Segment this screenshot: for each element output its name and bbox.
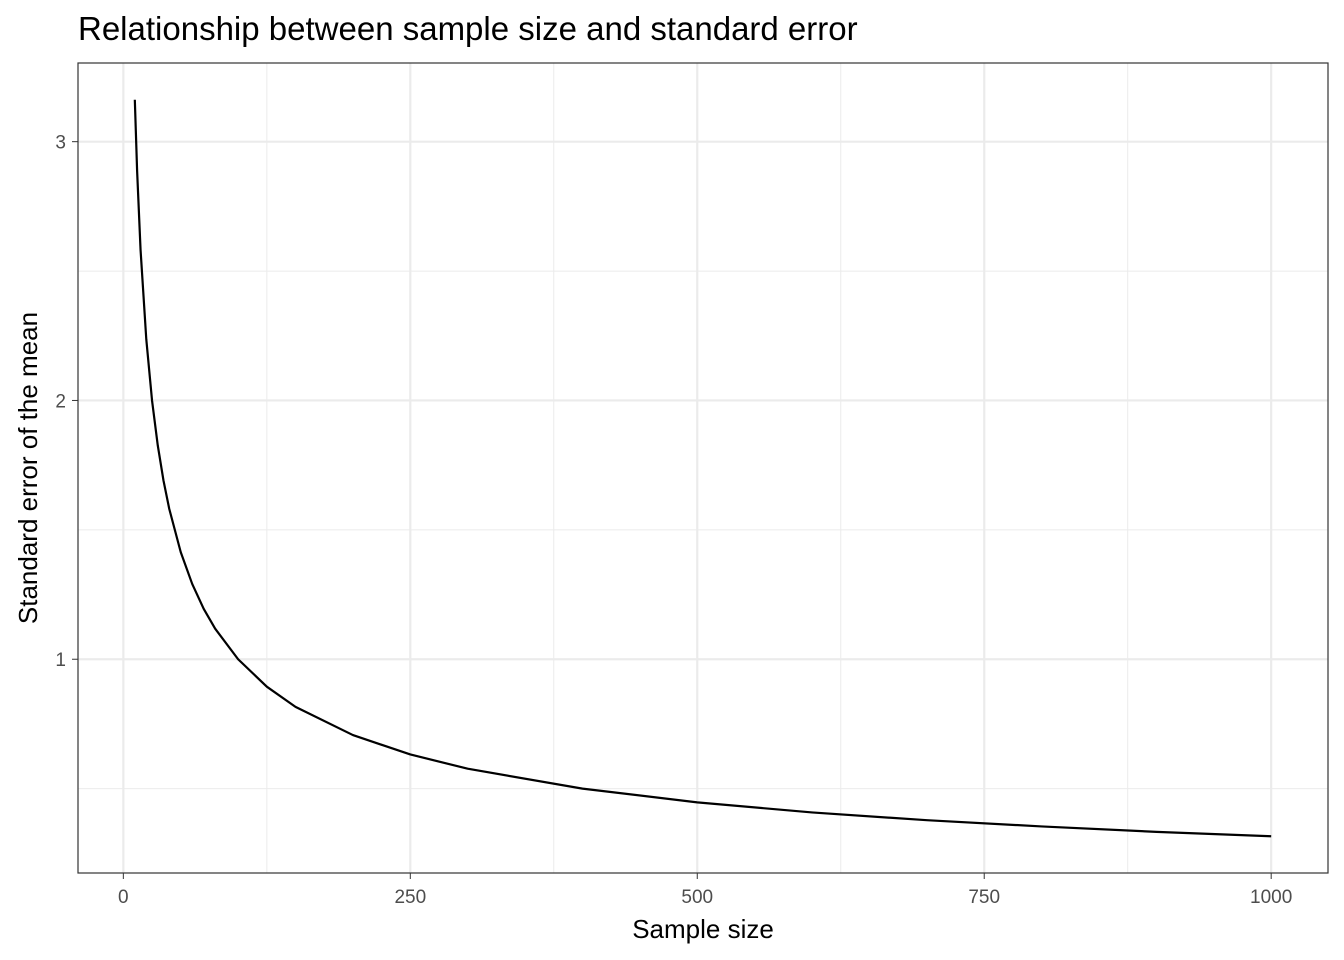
- x-tick-label: 750: [968, 887, 1000, 908]
- y-tick-label: 2: [55, 391, 66, 412]
- y-tick-label: 3: [55, 133, 66, 154]
- chart-title: Relationship between sample size and sta…: [78, 10, 858, 47]
- x-tick-label: 1000: [1250, 887, 1292, 908]
- x-axis-label: Sample size: [632, 914, 774, 944]
- y-axis-label: Standard error of the mean: [13, 312, 43, 624]
- panel-border: [77, 62, 1329, 874]
- series-line: [133, 99, 1272, 838]
- y-tick-label: 1: [55, 650, 66, 671]
- x-tick-label: 500: [681, 887, 713, 908]
- x-tick-label: 0: [118, 887, 129, 908]
- x-tick-label: 250: [394, 887, 426, 908]
